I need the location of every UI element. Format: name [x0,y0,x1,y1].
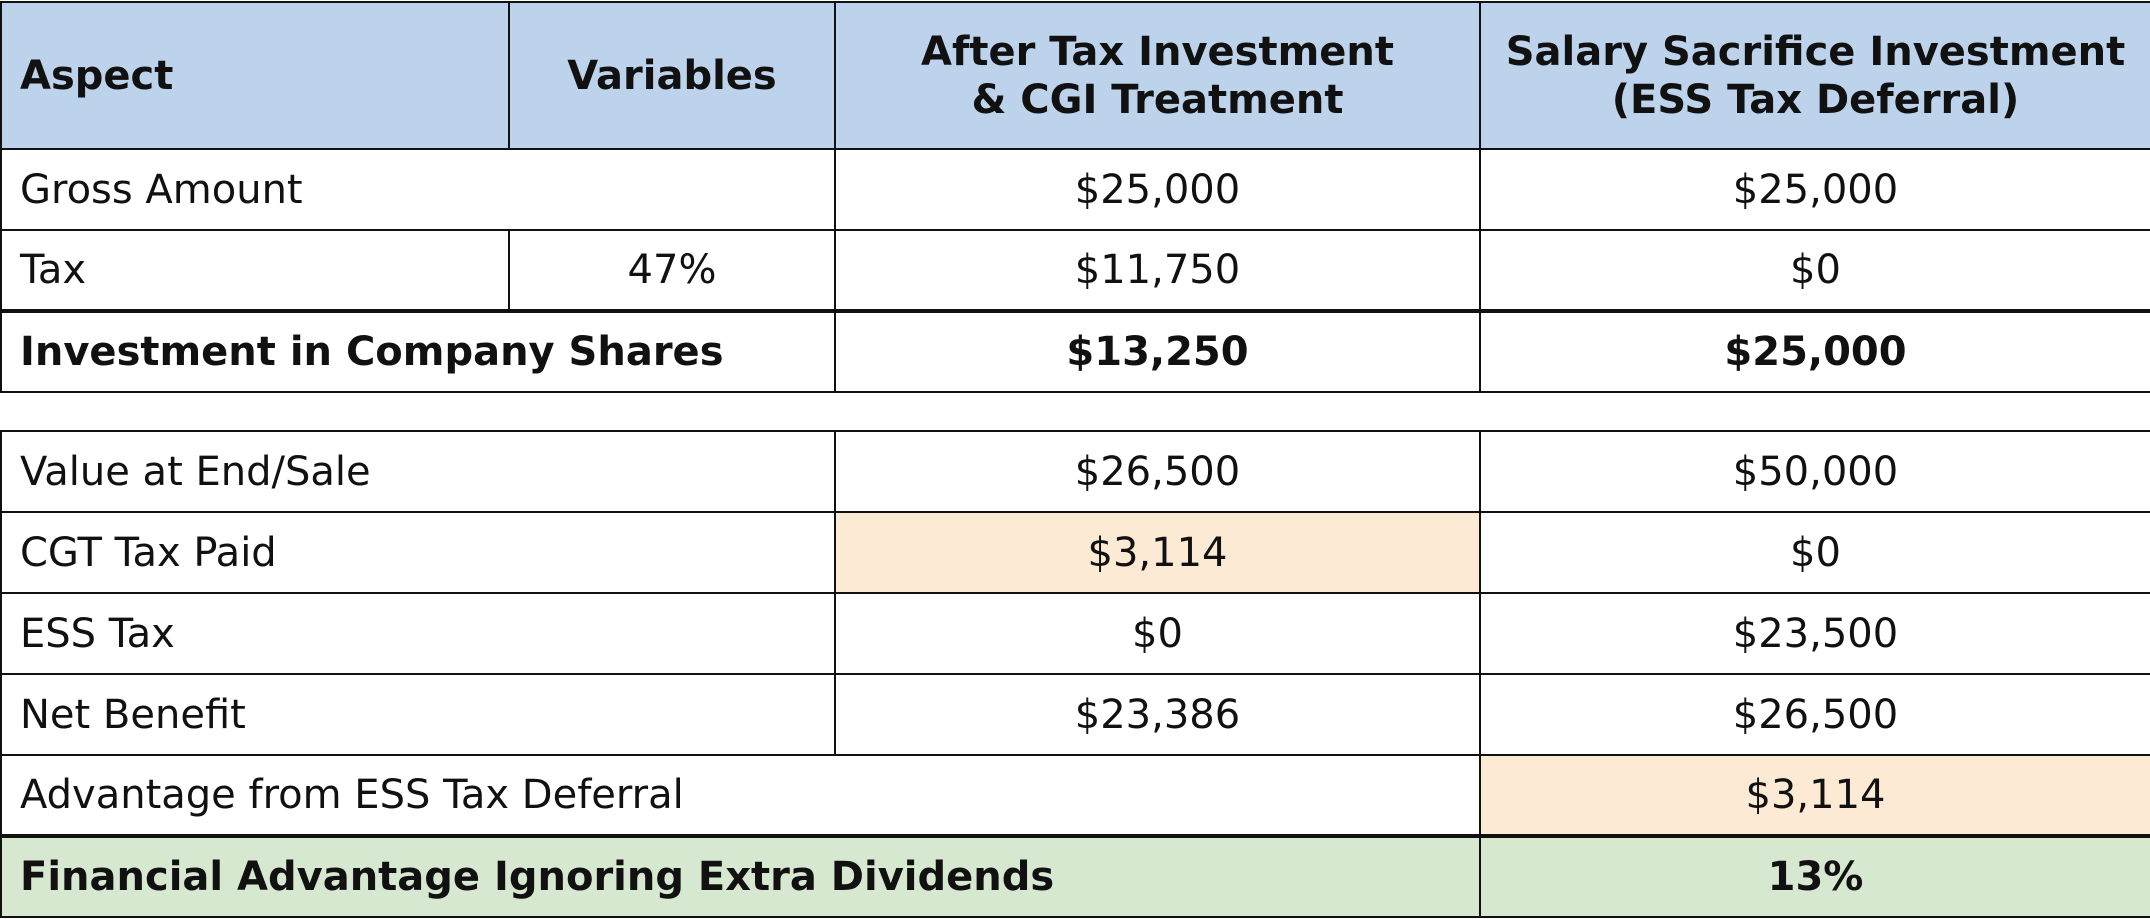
value-end-salary: $50,000 [1479,430,2150,513]
tax-rate-variable: 47% [508,229,836,312]
tax-label: Tax [0,229,510,312]
financial-advantage-value: 13% [1479,834,2150,918]
value-end-label: Value at End/Sale [0,430,836,513]
header-salary-line2: (ESS Tax Deferral) [1611,76,2020,123]
header-after-tax-line2: & CGI Treatment [971,76,1344,123]
table-row-value-at-end: Value at End/Sale $26,500 $50,000 [0,430,2150,513]
advantage-label: Advantage from ESS Tax Deferral [0,754,1481,837]
investment-table-bottom: Value at End/Sale $26,500 $50,000 CGT Ta… [0,430,2150,918]
table-row-advantage-ess-deferral: Advantage from ESS Tax Deferral $3,114 [0,754,2150,837]
table-row-net-benefit: Net Benefit $23,386 $26,500 [0,673,2150,756]
cgt-tax-after-tax: $3,114 [834,511,1481,594]
tax-salary: $0 [1479,229,2150,312]
header-row: Aspect Variables After Tax Investment & … [0,1,2150,150]
investment-label: Investment in Company Shares [0,309,836,393]
header-variables: Variables [508,1,836,150]
ess-tax-label: ESS Tax [0,592,836,675]
net-benefit-label: Net Benefit [0,673,836,756]
investment-table-top: Aspect Variables After Tax Investment & … [0,1,2150,393]
gross-amount-after-tax: $25,000 [834,148,1481,231]
cgt-tax-salary: $0 [1479,511,2150,594]
ess-tax-after-tax: $0 [834,592,1481,675]
cgt-tax-label: CGT Tax Paid [0,511,836,594]
tax-after-tax: $11,750 [834,229,1481,312]
table-row-investment-in-company-shares: Investment in Company Shares $13,250 $25… [0,309,2150,393]
table-row-gross-amount: Gross Amount $25,000 $25,000 [0,148,2150,231]
header-after-tax-investment: After Tax Investment & CGI Treatment [834,1,1481,150]
net-benefit-salary: $26,500 [1479,673,2150,756]
value-end-after-tax: $26,500 [834,430,1481,513]
header-aspect: Aspect [0,1,510,150]
table-row-cgt-tax-paid: CGT Tax Paid $3,114 $0 [0,511,2150,594]
investment-salary: $25,000 [1479,309,2150,393]
header-after-tax-line1: After Tax Investment [920,28,1394,75]
header-salary-sacrifice-investment: Salary Sacrifice Investment (ESS Tax Def… [1479,1,2150,150]
investment-after-tax: $13,250 [834,309,1481,393]
table-row-ess-tax: ESS Tax $0 $23,500 [0,592,2150,675]
financial-advantage-label: Financial Advantage Ignoring Extra Divid… [0,834,1481,918]
net-benefit-after-tax: $23,386 [834,673,1481,756]
table-row-tax: Tax 47% $11,750 $0 [0,229,2150,312]
table-row-financial-advantage: Financial Advantage Ignoring Extra Divid… [0,834,2150,918]
gross-amount-label: Gross Amount [0,148,836,231]
header-salary-line1: Salary Sacrifice Investment [1505,28,2126,75]
advantage-salary: $3,114 [1479,754,2150,837]
ess-tax-salary: $23,500 [1479,592,2150,675]
gross-amount-salary: $25,000 [1479,148,2150,231]
